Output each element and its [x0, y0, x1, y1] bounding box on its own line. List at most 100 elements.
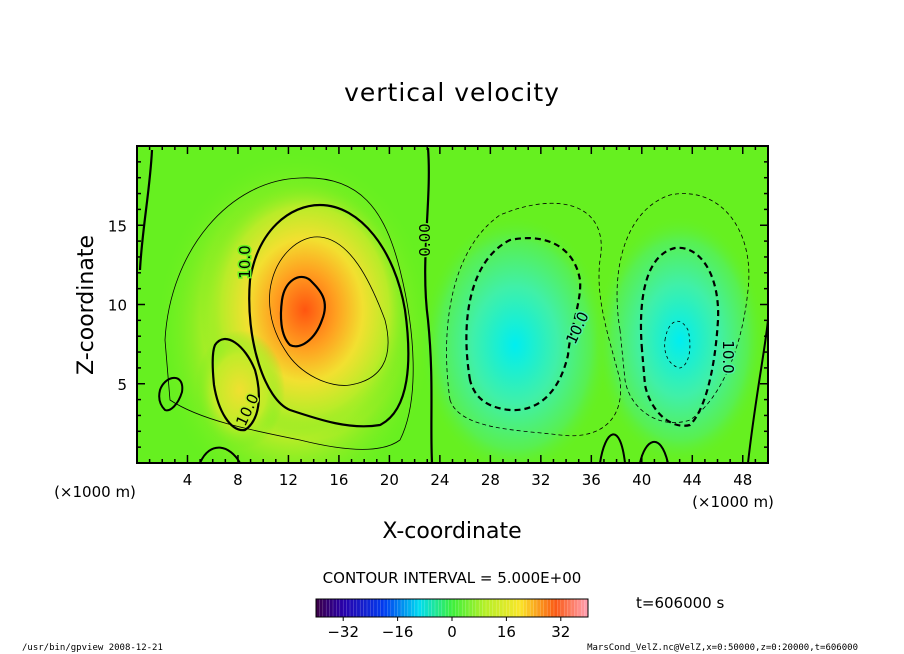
colorbar-tick-label: 32	[551, 623, 570, 641]
colorbar-cell	[333, 599, 337, 617]
contour-label: 10.0	[719, 340, 737, 373]
colorbar-cell	[367, 599, 371, 617]
colorbar	[315, 599, 589, 617]
colorbar-cell	[448, 599, 453, 617]
colorbar-cell	[571, 599, 575, 617]
colorbar-cell	[465, 599, 470, 617]
colorbar-cell	[339, 599, 344, 617]
colorbar-cell	[455, 599, 460, 617]
colorbar-cell	[533, 599, 538, 617]
contour-label: 10.0	[236, 245, 254, 278]
colorbar-cell	[584, 599, 589, 617]
colorbar-cell	[520, 599, 524, 617]
colorbar-ticks: −32 −16 0 16 32	[327, 617, 570, 641]
colorbar-cell	[462, 599, 466, 617]
x-tick-label: 4	[183, 471, 193, 489]
colorbar-cell	[496, 599, 500, 617]
colorbar-cell	[404, 599, 409, 617]
colorbar-cell	[472, 599, 477, 617]
x-tick-label: 32	[531, 471, 550, 489]
colorbar-cell	[316, 599, 320, 617]
colorbar-cell	[407, 599, 412, 617]
colorbar-cell	[574, 599, 579, 617]
x-tick-label: 40	[632, 471, 651, 489]
time-text: t=606000 s	[636, 594, 724, 612]
colorbar-cell	[329, 599, 334, 617]
colorbar-cell	[370, 599, 375, 617]
x-axis: 4 8 12 16 20 24 28 32 36 40 44 48	[148, 146, 757, 489]
colorbar-cell	[326, 599, 330, 617]
colorbar-cell	[486, 599, 490, 617]
colorbar-cell	[353, 599, 358, 617]
colorbar-cell	[567, 599, 572, 617]
colorbar-cell	[479, 599, 483, 617]
colorbar-cell	[530, 599, 534, 617]
contour-label: 0.00	[416, 223, 434, 256]
colorbar-cell	[414, 599, 419, 617]
colorbar-cell	[380, 599, 385, 617]
colorbar-cell	[523, 599, 528, 617]
colorbar-cell	[452, 599, 456, 617]
contour-interval-text: CONTOUR INTERVAL = 5.000E+00	[323, 569, 582, 587]
colorbar-cell	[564, 599, 568, 617]
colorbar-cell	[397, 599, 402, 617]
colorbar-cell	[431, 599, 436, 617]
colorbar-cell	[390, 599, 395, 617]
colorbar-cell	[373, 599, 378, 617]
colorbar-cell	[526, 599, 531, 617]
colorbar-cell	[492, 599, 497, 617]
colorbar-cell	[581, 599, 585, 617]
colorbar-cell	[401, 599, 405, 617]
colorbar-cell	[322, 599, 327, 617]
x-tick-label: 36	[582, 471, 601, 489]
colorbar-cell	[346, 599, 351, 617]
x-tick-label: 16	[329, 471, 348, 489]
colorbar-cell	[513, 599, 517, 617]
x-tick-label: 48	[733, 471, 752, 489]
y-axis: 5 10 15	[108, 161, 768, 448]
colorbar-cell	[547, 599, 551, 617]
x-unit-left: (×1000 m)	[54, 483, 136, 501]
x-tick-label: 44	[683, 471, 702, 489]
colorbar-cell	[458, 599, 463, 617]
colorbar-cell	[363, 599, 368, 617]
colorbar-cell	[554, 599, 558, 617]
colorbar-tick-label: 16	[497, 623, 516, 641]
y-tick-label: 5	[117, 376, 127, 394]
colorbar-cell	[438, 599, 443, 617]
colorbar-cell	[482, 599, 487, 617]
colorbar-cell	[537, 599, 541, 617]
colorbar-cell	[499, 599, 504, 617]
colorbar-cell	[394, 599, 398, 617]
chart-title: vertical velocity	[344, 78, 560, 107]
colorbar-cell	[509, 599, 514, 617]
colorbar-cell	[557, 599, 562, 617]
colorbar-cell	[469, 599, 473, 617]
colorbar-cell	[411, 599, 415, 617]
x-tick-label: 8	[233, 471, 243, 489]
footer-left: /usr/bin/gpview 2008-12-21	[22, 643, 163, 653]
colorbar-cell	[445, 599, 449, 617]
colorbar-tick-label: −32	[327, 623, 359, 641]
y-tick-label: 10	[108, 297, 127, 315]
colorbar-cell	[441, 599, 446, 617]
colorbar-tick-label: 0	[447, 623, 457, 641]
colorbar-cell	[421, 599, 426, 617]
colorbar-cell	[506, 599, 511, 617]
colorbar-tick-label: −16	[382, 623, 414, 641]
colorbar-cell	[503, 599, 507, 617]
y-axis-label: Z-coordinate	[74, 235, 99, 375]
colorbar-cell	[387, 599, 392, 617]
footer-right: MarsCond_VelZ.nc@VelZ,x=0:50000,z=0:2000…	[587, 643, 858, 653]
colorbar-cell	[350, 599, 354, 617]
colorbar-cell	[550, 599, 555, 617]
colorbar-cell	[424, 599, 429, 617]
x-tick-label: 24	[430, 471, 449, 489]
colorbar-cell	[377, 599, 381, 617]
colorbar-cell	[435, 599, 439, 617]
colorbar-cell	[577, 599, 582, 617]
colorbar-cell	[560, 599, 565, 617]
colorbar-cell	[384, 599, 388, 617]
colorbar-cell	[418, 599, 422, 617]
contour-lines	[138, 147, 768, 463]
